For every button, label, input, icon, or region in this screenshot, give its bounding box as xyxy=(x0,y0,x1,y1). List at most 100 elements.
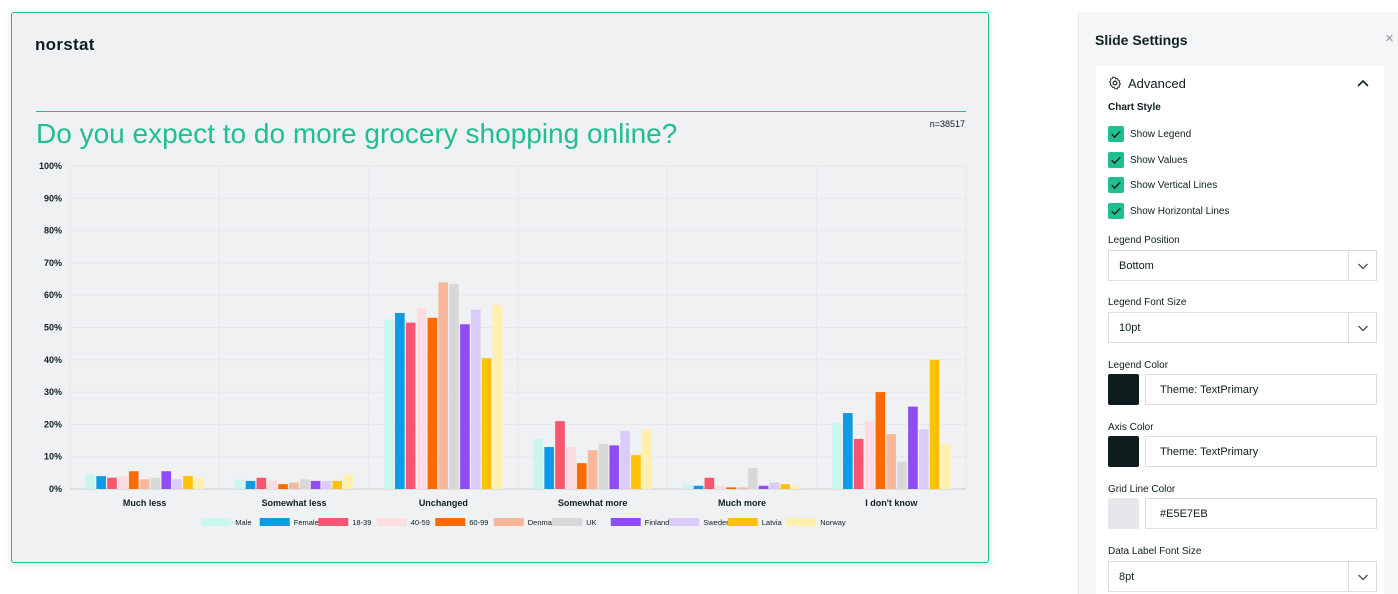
bar-60-99 xyxy=(278,484,288,489)
chevron-down-icon[interactable] xyxy=(1349,259,1376,273)
legend-label: Norway xyxy=(820,518,846,527)
legend-swatch xyxy=(376,518,407,526)
checkbox-checked-icon xyxy=(1108,203,1124,219)
bar-40-59 xyxy=(416,308,427,489)
show-horizontal-lines-checkbox[interactable]: Show Horizontal Lines xyxy=(1108,203,1230,219)
bar-60-99 xyxy=(726,487,736,489)
legend-label: Sweden xyxy=(703,518,730,527)
legend-font-size-select[interactable]: 10pt xyxy=(1108,312,1377,343)
bar-female xyxy=(843,413,853,489)
bar-finland xyxy=(758,485,769,489)
checkbox-checked-icon xyxy=(1108,126,1124,142)
slide-canvas[interactable]: norstat Do you expect to do more grocery… xyxy=(11,12,989,563)
bar-18-39 xyxy=(704,477,715,489)
bar-60-99 xyxy=(128,471,139,489)
bar-norway xyxy=(940,443,951,489)
bar-sweden xyxy=(918,429,929,489)
checkbox-label: Show Values xyxy=(1130,154,1188,166)
legend-color-swatch[interactable] xyxy=(1108,374,1139,405)
legend-swatch xyxy=(552,518,583,526)
grid-line-color-swatch[interactable] xyxy=(1108,498,1139,529)
data-label-font-size-select[interactable]: 8pt xyxy=(1108,561,1377,592)
advanced-label: Advanced xyxy=(1128,75,1186,91)
bar-latvia xyxy=(481,358,492,489)
slide-question[interactable]: Do you expect to do more grocery shoppin… xyxy=(36,118,678,149)
bar-60-99 xyxy=(427,317,438,489)
legend-label: Male xyxy=(235,518,251,527)
axis-color-input[interactable]: Theme: TextPrimary xyxy=(1145,436,1377,467)
legend-position-select[interactable]: Bottom xyxy=(1108,250,1377,281)
bar-60-99 xyxy=(576,463,587,489)
legend-swatch xyxy=(493,518,524,526)
gear-icon xyxy=(1109,76,1121,90)
bar-sweden xyxy=(172,479,182,489)
y-tick-label: 0% xyxy=(49,484,62,494)
show-legend-checkbox[interactable]: Show Legend xyxy=(1108,126,1191,142)
show-vertical-lines-checkbox[interactable]: Show Vertical Lines xyxy=(1108,177,1217,193)
grid-line-color-input[interactable]: #E5E7EB xyxy=(1145,498,1377,529)
y-tick-label: 50% xyxy=(44,323,62,333)
close-icon[interactable]: × xyxy=(1385,30,1394,47)
slide-settings-panel: Slide Settings × Advanced Chart Style Sh… xyxy=(1078,12,1398,594)
bar-18-39 xyxy=(555,421,565,489)
y-tick-label: 100% xyxy=(39,161,62,171)
bar-40-59 xyxy=(118,476,128,489)
bar-uk xyxy=(299,479,310,489)
legend-swatch xyxy=(201,518,232,526)
legend-label: Female xyxy=(294,518,319,527)
bar-male xyxy=(533,438,544,489)
bar-finland xyxy=(908,406,918,489)
title-divider xyxy=(36,111,966,112)
y-tick-label: 40% xyxy=(44,355,62,365)
bar-18-39 xyxy=(107,477,117,489)
legend-label: 60-99 xyxy=(469,518,488,527)
norstat-logo: norstat xyxy=(35,35,95,54)
bar-male xyxy=(682,484,693,489)
bar-female xyxy=(693,485,704,489)
legend-label: UK xyxy=(586,518,596,527)
bar-uk xyxy=(150,477,161,489)
bar-denmark xyxy=(886,434,897,489)
legend-swatch xyxy=(610,518,641,526)
bar-latvia xyxy=(631,455,641,489)
bar-sweden xyxy=(769,482,780,489)
legend-label: 40-59 xyxy=(411,518,430,527)
show-values-checkbox[interactable]: Show Values xyxy=(1108,152,1188,168)
axis-color-swatch[interactable] xyxy=(1108,436,1139,467)
bar-latvia xyxy=(183,476,193,489)
bar-40-59 xyxy=(715,485,726,489)
select-divider xyxy=(1348,561,1349,592)
y-tick-label: 80% xyxy=(44,226,62,236)
legend-color-input[interactable]: Theme: TextPrimary xyxy=(1145,374,1377,405)
legend-swatch xyxy=(727,518,758,526)
legend-swatch xyxy=(318,518,349,526)
bar-norway xyxy=(492,304,503,489)
chevron-down-icon[interactable] xyxy=(1349,321,1376,335)
bar-uk xyxy=(747,468,758,489)
y-tick-label: 70% xyxy=(44,258,62,268)
bar-chart[interactable]: 0% 10% 20% 30% 40% 50% 60% 70% 80% 90% 100% Much le… xyxy=(12,13,989,563)
bar-male xyxy=(234,479,245,489)
advanced-section: Advanced Chart Style Show Legend Show Va… xyxy=(1096,66,1384,594)
bar-18-39 xyxy=(405,322,416,489)
bar-latvia xyxy=(929,359,940,489)
x-tick-label: Much less xyxy=(123,498,167,508)
chevron-down-icon[interactable] xyxy=(1349,570,1376,584)
legend-font-size-label: Legend Font Size xyxy=(1108,297,1187,308)
legend-swatch xyxy=(669,518,700,526)
advanced-toggle[interactable]: Advanced xyxy=(1108,72,1370,94)
x-tick-label: Much more xyxy=(718,498,766,508)
bar-uk xyxy=(598,443,609,489)
select-value: 8pt xyxy=(1119,570,1135,583)
checkbox-checked-icon xyxy=(1108,152,1124,168)
grid-line-color-label: Grid Line Color xyxy=(1108,484,1176,495)
legend-color-label: Legend Color xyxy=(1108,360,1169,371)
legend-label: Finland xyxy=(645,518,670,527)
bar-finland xyxy=(310,480,321,489)
x-tick-label: I don't know xyxy=(865,498,918,508)
bar-norway xyxy=(343,474,353,489)
chevron-up-icon[interactable] xyxy=(1356,76,1370,90)
bar-40-59 xyxy=(267,480,278,489)
bar-finland xyxy=(609,445,620,489)
